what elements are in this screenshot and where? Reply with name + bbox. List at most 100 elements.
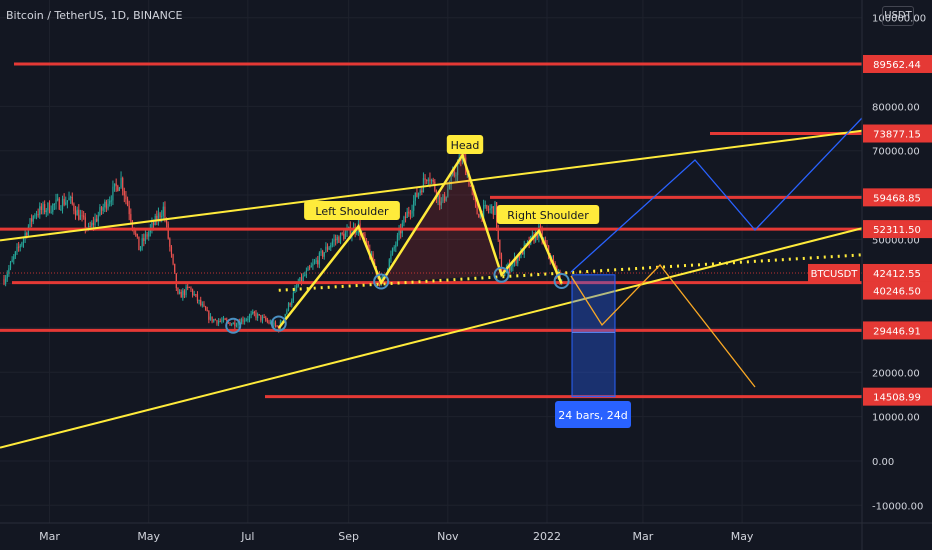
candle-body bbox=[522, 249, 524, 255]
candle-body bbox=[209, 316, 212, 320]
candle-body bbox=[426, 179, 428, 182]
candle-body bbox=[302, 275, 304, 282]
candle-body bbox=[422, 178, 425, 193]
candle-body bbox=[79, 215, 82, 220]
candle-body bbox=[400, 229, 402, 234]
candle-body bbox=[344, 232, 347, 240]
candle-body bbox=[16, 246, 18, 252]
candle-body bbox=[421, 190, 423, 193]
candle-body bbox=[388, 259, 390, 270]
candle-body bbox=[326, 246, 329, 250]
candle-body bbox=[9, 262, 12, 269]
candle-body bbox=[409, 213, 412, 215]
pivot-circle bbox=[493, 266, 510, 283]
candle-body bbox=[429, 179, 431, 182]
candle-body bbox=[304, 275, 306, 277]
candle-body bbox=[416, 192, 418, 197]
candle-body bbox=[175, 273, 177, 289]
candle-body bbox=[26, 233, 28, 236]
candle-body bbox=[68, 197, 70, 201]
candle-body bbox=[159, 213, 161, 218]
candle-body bbox=[156, 215, 158, 221]
candle-body bbox=[365, 240, 368, 242]
time-tick-label: Sep bbox=[338, 530, 359, 543]
candle-body bbox=[5, 278, 7, 284]
symbol-tag bbox=[808, 263, 860, 282]
candle-body bbox=[165, 218, 168, 224]
price-tick-label: 100000.00 bbox=[872, 14, 926, 25]
level-price-label: 29446.91 bbox=[873, 326, 921, 337]
candle-body bbox=[245, 319, 247, 321]
candle-body bbox=[450, 175, 452, 185]
candle-body bbox=[40, 206, 42, 211]
candle-body bbox=[244, 320, 246, 322]
channel-top-line bbox=[0, 129, 863, 242]
candle-body bbox=[73, 203, 75, 211]
candle-body bbox=[417, 193, 420, 197]
level-price-label: 40246.50 bbox=[873, 287, 921, 298]
candle-body bbox=[178, 291, 181, 294]
candle-body bbox=[126, 199, 129, 206]
currency-label[interactable]: USDT bbox=[882, 6, 914, 26]
candle-body bbox=[463, 151, 465, 158]
candle-body bbox=[294, 287, 296, 293]
candle-body bbox=[541, 230, 543, 241]
candle-body bbox=[253, 311, 255, 314]
candle-body bbox=[200, 299, 202, 305]
candle-body bbox=[39, 206, 41, 215]
candle-body bbox=[469, 185, 472, 187]
candle-body bbox=[237, 322, 239, 326]
candle-body bbox=[206, 310, 208, 312]
candle-body bbox=[307, 267, 309, 271]
candle-body bbox=[100, 207, 103, 211]
candle-body bbox=[452, 171, 454, 176]
candle-body bbox=[208, 311, 210, 320]
candle-body bbox=[482, 205, 485, 218]
price-axis[interactable]: 100000.0080000.0070000.0060000.0050000.0… bbox=[808, 0, 932, 550]
candle-body bbox=[242, 319, 244, 322]
horizontal-levels bbox=[0, 62, 862, 399]
candle-body bbox=[91, 222, 93, 227]
candle-body bbox=[180, 291, 182, 298]
candle-body bbox=[152, 222, 155, 226]
candle-body bbox=[276, 325, 278, 327]
level-price-label: 89562.44 bbox=[873, 60, 921, 71]
candle-body bbox=[499, 239, 501, 255]
chart-title: Bitcoin / TetherUS, 1D, BINANCE bbox=[6, 9, 183, 22]
candle-body bbox=[284, 314, 286, 320]
candle-body bbox=[13, 256, 15, 260]
chart-grid bbox=[0, 0, 862, 523]
candle-body bbox=[110, 200, 112, 202]
time-axis[interactable]: Mar May Jul Sep Nov 2022 Mar May bbox=[0, 522, 932, 543]
candle-body bbox=[456, 164, 459, 176]
candle-body bbox=[148, 232, 150, 237]
candle-body bbox=[322, 251, 324, 257]
candle-body bbox=[115, 183, 117, 186]
candle-body bbox=[42, 204, 44, 211]
candle-body bbox=[217, 320, 220, 324]
candle-body bbox=[427, 179, 429, 182]
candle-body bbox=[144, 234, 147, 241]
candle-body bbox=[372, 253, 374, 263]
candle-body bbox=[138, 236, 140, 251]
price-tick-label: 10000.00 bbox=[872, 413, 920, 424]
candle-body bbox=[404, 216, 407, 218]
candle-body bbox=[349, 226, 351, 237]
candle-body bbox=[273, 322, 275, 327]
candle-body bbox=[71, 196, 73, 204]
candle-body bbox=[162, 206, 164, 216]
price-tick-label: 0.00 bbox=[872, 457, 894, 468]
candle-body bbox=[55, 199, 57, 204]
candle-body bbox=[24, 233, 26, 239]
candle-body bbox=[53, 203, 55, 205]
candle-body bbox=[286, 310, 288, 315]
candle-body bbox=[61, 198, 64, 210]
candle-body bbox=[18, 246, 20, 248]
candle-body bbox=[198, 299, 200, 301]
candle-body bbox=[89, 226, 91, 228]
candle-body bbox=[83, 215, 85, 218]
candle-body bbox=[338, 237, 340, 243]
candle-body bbox=[65, 202, 67, 205]
candle-body bbox=[27, 226, 29, 236]
